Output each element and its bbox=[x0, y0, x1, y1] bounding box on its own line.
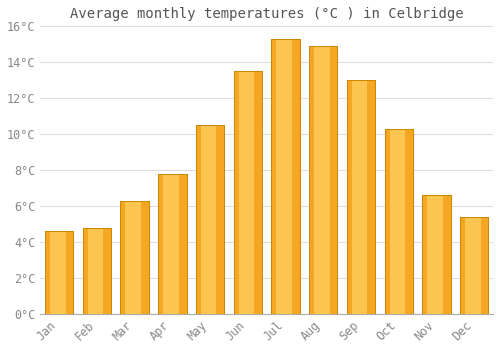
Title: Average monthly temperatures (°C ) in Celbridge: Average monthly temperatures (°C ) in Ce… bbox=[70, 7, 464, 21]
Bar bbox=[347, 80, 375, 314]
Bar bbox=[422, 195, 450, 314]
Bar bbox=[196, 125, 224, 314]
Bar bbox=[314, 46, 330, 314]
Bar bbox=[83, 228, 111, 314]
Bar bbox=[158, 174, 186, 314]
Bar bbox=[234, 71, 262, 314]
Bar bbox=[126, 201, 141, 314]
Bar bbox=[384, 129, 413, 314]
Bar bbox=[428, 195, 443, 314]
Bar bbox=[50, 231, 66, 314]
Bar bbox=[120, 201, 149, 314]
Bar bbox=[45, 231, 74, 314]
Bar bbox=[196, 125, 224, 314]
Bar bbox=[45, 231, 74, 314]
Bar bbox=[83, 228, 111, 314]
Bar bbox=[309, 46, 338, 314]
Bar bbox=[272, 39, 299, 314]
Bar bbox=[234, 71, 262, 314]
Bar bbox=[460, 217, 488, 314]
Bar bbox=[460, 217, 488, 314]
Bar bbox=[276, 39, 292, 314]
Bar bbox=[390, 129, 405, 314]
Bar bbox=[384, 129, 413, 314]
Bar bbox=[88, 228, 104, 314]
Bar bbox=[352, 80, 368, 314]
Bar bbox=[158, 174, 186, 314]
Bar bbox=[120, 201, 149, 314]
Bar bbox=[465, 217, 480, 314]
Bar bbox=[422, 195, 450, 314]
Bar bbox=[309, 46, 338, 314]
Bar bbox=[347, 80, 375, 314]
Bar bbox=[238, 71, 254, 314]
Bar bbox=[163, 174, 178, 314]
Bar bbox=[272, 39, 299, 314]
Bar bbox=[201, 125, 216, 314]
